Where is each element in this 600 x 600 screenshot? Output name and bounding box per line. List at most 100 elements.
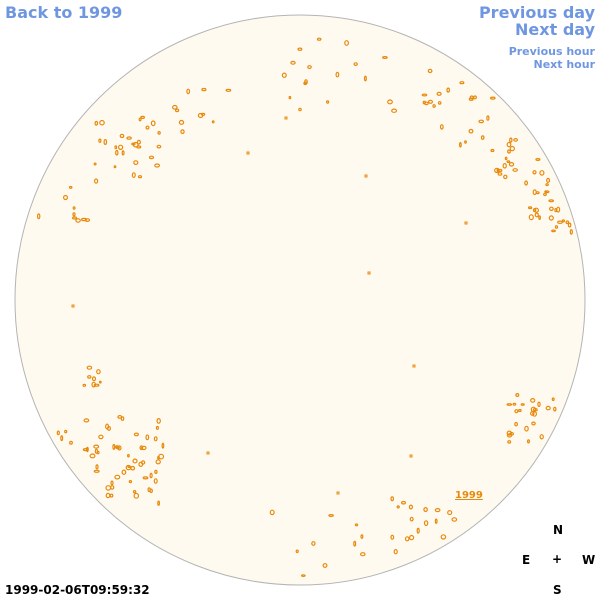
solar-feature-mark: [119, 133, 125, 139]
solar-feature-mark: [60, 435, 64, 442]
solar-feature-mark: [549, 206, 554, 211]
solar-feature-mark: [95, 464, 99, 470]
solar-feature-mark: [98, 138, 102, 143]
solar-feature-mark: [497, 172, 503, 176]
solar-feature-mark: [514, 421, 518, 427]
solar-feature-mark: [180, 129, 185, 135]
solar-feature-mark: [72, 212, 76, 217]
solar-feature-mark: [532, 170, 537, 175]
solar-feature-mark: [468, 97, 474, 101]
solar-feature-mark: [96, 369, 101, 375]
solar-feature-mark: [225, 88, 232, 92]
solar-feature-mark: [140, 460, 146, 465]
solar-feature-mark: [543, 192, 547, 197]
solar-feature-mark: [545, 183, 549, 187]
solar-feature-mark: [335, 71, 340, 78]
next-day-link[interactable]: Next day: [515, 20, 595, 39]
solar-feature-mark: [531, 421, 536, 426]
solar-feature-mark: [150, 120, 156, 127]
solar-feature-mark: [512, 402, 517, 406]
solar-feature-mark: [436, 91, 442, 96]
solar-feature-mark: [91, 376, 97, 382]
solar-feature-mark: [125, 464, 132, 471]
solar-feature-mark: [96, 450, 100, 455]
compass-north-label: N: [553, 523, 564, 537]
solar-feature-mark: [561, 219, 566, 223]
solar-feature-mark: [120, 416, 125, 421]
solar-feature-mark: [172, 104, 178, 110]
solar-feature-mark: [434, 508, 441, 513]
solar-feature-mark: [83, 418, 90, 423]
solar-feature-mark: [84, 218, 91, 223]
solar-feature-mark: [133, 432, 139, 437]
solar-feature-mark: [546, 177, 551, 183]
solar-feature-mark: [281, 72, 287, 78]
solar-feature-mark: [142, 476, 149, 480]
solar-feature-mark: [128, 480, 133, 484]
solar-feature-mark: [113, 165, 117, 169]
solar-feature-mark: [506, 141, 512, 148]
solar-feature-mark: [186, 88, 191, 95]
solar-feature-mark: [401, 500, 407, 505]
solar-feature-mark: [298, 107, 302, 112]
solar-feature-mark: [155, 459, 161, 465]
solar-feature-mark: [565, 220, 570, 225]
solar-feature-mark: [136, 139, 141, 145]
solar-feature-mark: [82, 383, 87, 387]
solar-feature-mark: [354, 523, 359, 527]
back-to-year-link[interactable]: Back to 1999: [5, 3, 123, 22]
solar-feature-mark: [114, 145, 118, 150]
previous-day-link[interactable]: Previous day: [478, 3, 595, 22]
previous-hour-link[interactable]: Previous hour: [508, 45, 595, 58]
solar-feature-mark: [393, 549, 398, 555]
solar-feature-mark: [300, 574, 306, 577]
solar-feature-mark: [473, 95, 477, 100]
solar-feature-mark: [307, 65, 312, 70]
solar-feature-mark: [71, 304, 75, 308]
solar-feature-mark: [132, 141, 139, 148]
solar-feature-mark: [447, 510, 453, 516]
solar-feature-mark: [459, 142, 462, 148]
solar-feature-mark: [497, 168, 503, 173]
solar-feature-mark: [157, 130, 161, 135]
solar-feature-mark: [62, 194, 68, 201]
solar-feature-mark: [94, 120, 99, 126]
solar-feature-mark: [423, 520, 429, 526]
solar-feature-mark: [524, 180, 528, 186]
solar-feature-mark: [512, 168, 519, 172]
region-label-link[interactable]: 1999: [455, 490, 483, 501]
solar-feature-mark: [532, 208, 537, 213]
solar-feature-mark: [93, 444, 100, 449]
solar-feature-mark: [297, 47, 303, 51]
solar-feature-mark: [446, 87, 451, 93]
solar-feature-mark: [518, 408, 522, 413]
solar-feature-mark: [126, 136, 132, 140]
solar-feature-mark: [554, 225, 559, 229]
solar-feature-mark: [284, 116, 288, 120]
solar-feature-mark: [68, 185, 73, 189]
solar-feature-mark: [105, 423, 110, 430]
solar-feature-mark: [157, 500, 161, 506]
solar-feature-mark: [328, 513, 334, 517]
solar-feature-mark: [103, 139, 108, 146]
solar-feature-mark: [409, 534, 415, 541]
solar-feature-mark: [434, 518, 438, 524]
solar-feature-mark: [360, 534, 364, 539]
solar-feature-mark: [421, 93, 428, 97]
solar-feature-mark: [121, 150, 125, 156]
solar-feature-mark: [246, 151, 250, 155]
solar-feature-mark: [154, 163, 161, 168]
solar-feature-mark: [295, 549, 299, 554]
solar-feature-mark: [387, 99, 393, 105]
solar-feature-mark: [141, 445, 147, 451]
solar-feature-mark: [139, 445, 144, 451]
solar-feature-mark: [509, 137, 513, 143]
solar-feature-mark: [569, 229, 573, 235]
solar-feature-mark: [353, 540, 357, 547]
solar-feature-mark: [336, 491, 340, 495]
solar-feature-mark: [322, 563, 328, 568]
solar-feature-mark: [468, 128, 474, 134]
next-hour-link[interactable]: Next hour: [533, 58, 596, 71]
solar-feature-mark: [201, 87, 207, 92]
solar-feature-mark: [408, 504, 413, 510]
